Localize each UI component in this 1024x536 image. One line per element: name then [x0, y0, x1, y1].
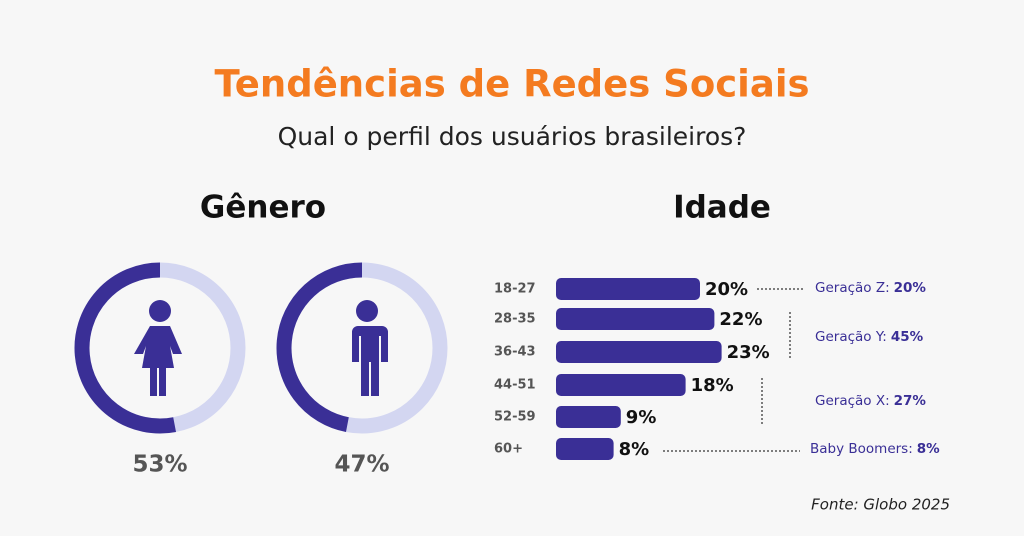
- bar-label: 20%: [705, 279, 748, 300]
- subtitle: Qual o perfil dos usuários brasileiros?: [278, 122, 747, 151]
- age-title: Idade: [673, 190, 771, 226]
- generation-value: 8%: [917, 441, 940, 457]
- bar-label: 22%: [719, 309, 762, 330]
- age-label: 60+: [494, 442, 523, 457]
- bar: [556, 308, 715, 330]
- bar: [556, 341, 722, 363]
- generation-value: 20%: [894, 280, 927, 296]
- generation-label: Geração X: 27%: [815, 393, 926, 409]
- bar-label: 23%: [727, 342, 770, 363]
- generation-label: Geração Z: 20%: [815, 280, 926, 296]
- gender-title: Gênero: [200, 190, 326, 226]
- generation-label: Geração Y: 45%: [815, 329, 924, 345]
- donut-arc: [74, 262, 177, 434]
- donut-label: 47%: [334, 452, 389, 478]
- bar: [556, 406, 621, 428]
- bar: [556, 374, 686, 396]
- generation-name: Geração Z:: [815, 280, 890, 296]
- age-label: 36-43: [494, 345, 536, 360]
- bar-label: 8%: [619, 439, 650, 460]
- generation-name: Geração X:: [815, 393, 890, 409]
- generation-value: 27%: [894, 393, 927, 409]
- source: Fonte: Globo 2025: [811, 496, 950, 514]
- donut-label: 53%: [132, 452, 187, 478]
- title: Tendências de Redes Sociais: [214, 63, 809, 106]
- generation-name: Baby Boomers:: [810, 441, 913, 457]
- generation-value: 45%: [891, 329, 924, 345]
- age-label: 52-59: [494, 410, 536, 425]
- female-icon: [134, 300, 182, 396]
- generation-name: Geração Y:: [815, 329, 887, 345]
- age-label: 28-35: [494, 312, 536, 327]
- donut-arc: [276, 262, 363, 432]
- bar-label: 18%: [691, 375, 734, 396]
- male-icon: [352, 300, 388, 396]
- bar: [556, 438, 614, 460]
- bar-label: 9%: [626, 407, 657, 428]
- bar: [556, 278, 700, 300]
- generation-label: Baby Boomers: 8%: [810, 441, 940, 457]
- age-label: 18-27: [494, 282, 536, 297]
- age-label: 44-51: [494, 378, 536, 393]
